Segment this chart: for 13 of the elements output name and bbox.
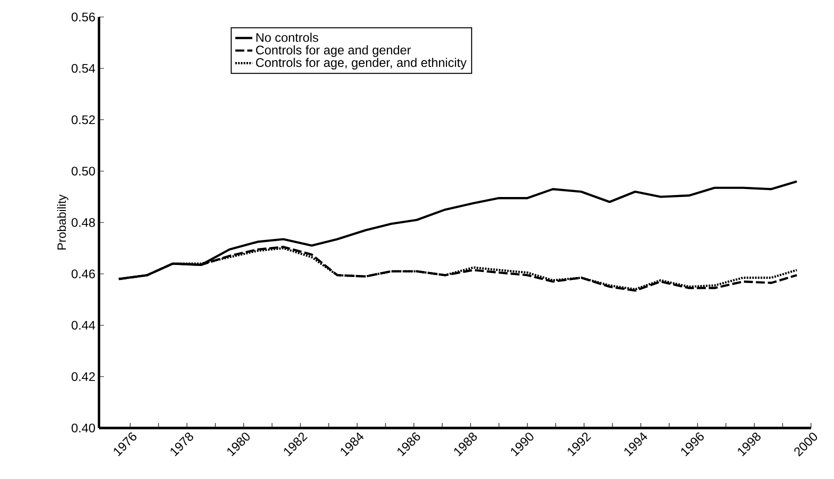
- y-tick-label: 0.54: [72, 64, 96, 73]
- y-axis-title: Probability: [57, 194, 68, 250]
- legend-label: Controls for age and gender: [256, 45, 411, 57]
- y-tick-label: 0.44: [72, 320, 96, 330]
- y-tick-label: 0.46: [72, 269, 95, 278]
- y-tick-label: 0.56: [72, 12, 95, 22]
- legend-label: No controls: [256, 32, 318, 42]
- y-tick-label: 0.42: [72, 372, 95, 382]
- legend-label: Controls for age, gender, and ethnicity: [256, 58, 467, 70]
- y-tick-label: 0.40: [72, 424, 95, 432]
- y-tick-label: 0.50: [72, 166, 95, 176]
- y-tick-label: 0.48: [72, 218, 95, 227]
- y-tick-label: 0.52: [72, 115, 95, 124]
